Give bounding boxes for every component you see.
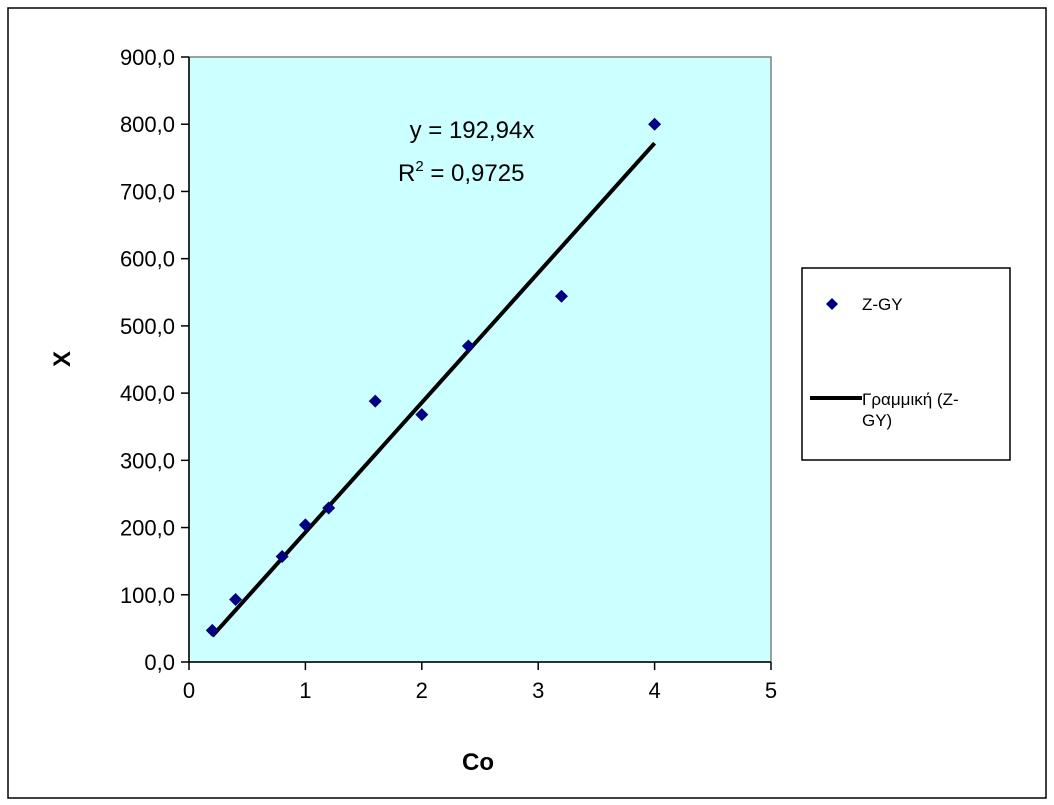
- data-point: [368, 394, 382, 408]
- x-tick-label: 3: [532, 678, 544, 703]
- data-point: [322, 501, 336, 515]
- trendline-r-squared: R2 = 0,9725: [398, 158, 524, 187]
- y-tick-label: 100,0: [120, 583, 175, 608]
- data-points: [205, 117, 662, 637]
- y-tick-label: 300,0: [120, 448, 175, 473]
- data-point: [554, 289, 568, 303]
- x-tick-label: 5: [765, 678, 777, 703]
- axes: [181, 56, 772, 670]
- data-point: [461, 339, 475, 353]
- y-tick-label: 0,0: [144, 650, 175, 675]
- r2-value: = 0,9725: [424, 160, 525, 187]
- x-tick-label: 0: [183, 678, 195, 703]
- r2-exponent: 2: [415, 158, 423, 175]
- x-tick-labels: 0 1 2 3 4 5: [183, 678, 777, 703]
- legend-series-label: Z-GY: [862, 295, 903, 314]
- y-tick-label: 700,0: [120, 179, 175, 204]
- data-point: [229, 592, 243, 606]
- plot-area: [188, 56, 772, 663]
- legend: Z-GY Γραμμική (Z- GY): [801, 267, 1011, 461]
- y-tick-labels: 0,0 100,0 200,0 300,0 400,0 500,0 600,0 700,0 80…: [120, 45, 175, 675]
- x-tick-label: 2: [416, 678, 428, 703]
- x-axis-title: Co: [462, 749, 494, 776]
- trendline-equation: y = 192,94x: [410, 117, 535, 144]
- data-point: [205, 623, 219, 637]
- r2-prefix: R: [398, 160, 415, 187]
- y-tick-label: 600,0: [120, 247, 175, 272]
- data-point: [415, 408, 429, 422]
- data-point: [298, 518, 312, 532]
- data-point: [275, 549, 289, 563]
- legend-marker-diamond: [826, 298, 838, 310]
- y-tick-label: 400,0: [120, 381, 175, 406]
- y-tick-label: 500,0: [120, 314, 175, 339]
- x-tick-label: 4: [648, 678, 660, 703]
- y-axis-title: X: [49, 351, 76, 367]
- legend-trendline-label-line1: Γραμμική (Z-: [862, 390, 959, 409]
- y-tick-label: 200,0: [120, 516, 175, 541]
- legend-box: [801, 267, 1011, 461]
- legend-trendline-label-line2: GY): [862, 411, 892, 430]
- x-tick-label: 1: [299, 678, 311, 703]
- y-tick-label: 800,0: [120, 112, 175, 137]
- data-point: [648, 117, 662, 131]
- y-tick-label: 900,0: [120, 45, 175, 70]
